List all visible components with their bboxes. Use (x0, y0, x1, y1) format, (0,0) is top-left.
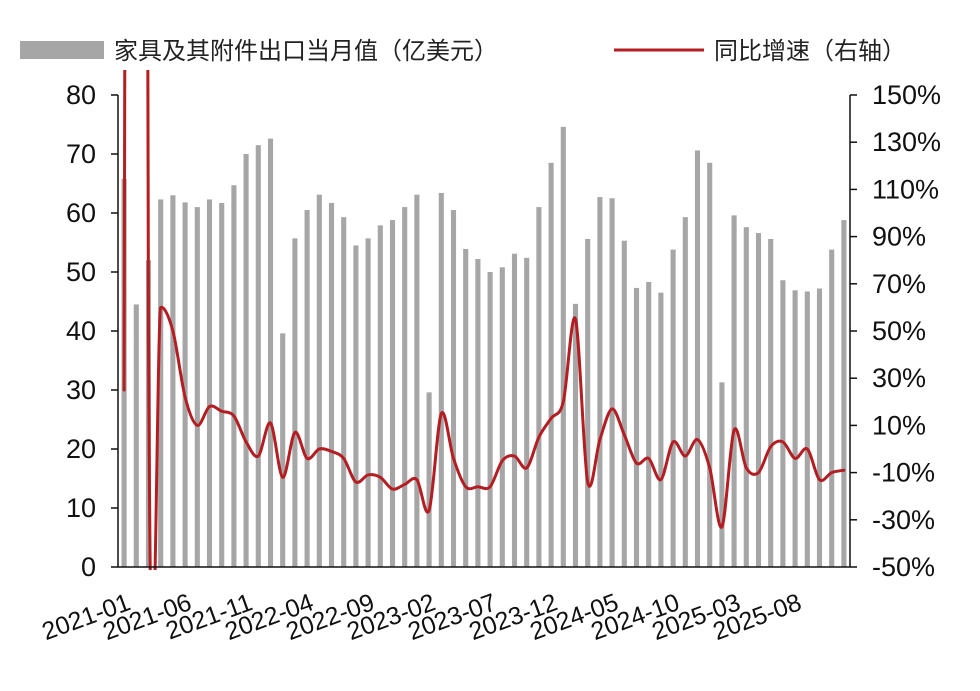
right-tick-label: 90% (872, 222, 926, 252)
bar (743, 227, 749, 567)
bar (158, 199, 164, 567)
bar (633, 287, 640, 567)
bar (536, 207, 542, 567)
bars-layer (121, 126, 847, 568)
left-tick-label: 50 (66, 257, 96, 287)
bar (133, 304, 139, 567)
bar (170, 195, 176, 568)
bar (219, 202, 225, 567)
bar (450, 210, 457, 568)
bar (755, 233, 762, 567)
bar (560, 126, 566, 568)
bar (426, 392, 432, 567)
line-layer (122, 70, 846, 570)
bar (780, 280, 786, 567)
axes-layer (117, 95, 851, 568)
bar (463, 248, 469, 568)
bar (487, 272, 493, 567)
bar (804, 291, 810, 567)
bar (597, 197, 603, 567)
right-tick-label: 130% (872, 127, 941, 157)
bar (524, 257, 530, 567)
right-tick-label: 110% (872, 174, 939, 204)
bar (414, 194, 420, 567)
bar (841, 220, 847, 567)
bar (572, 303, 579, 567)
bar (182, 202, 188, 567)
bar (243, 154, 249, 567)
bar (511, 253, 518, 567)
right-tick-label: 10% (872, 410, 926, 440)
bar (816, 288, 823, 567)
legend-swatch-bar (20, 41, 104, 59)
bar (292, 238, 298, 567)
bar (621, 240, 627, 568)
bar (231, 185, 237, 567)
bar (682, 217, 688, 567)
bar (792, 290, 798, 567)
bar (438, 192, 444, 567)
bar (267, 138, 274, 567)
bar (658, 292, 664, 567)
bar (609, 198, 615, 567)
bar (499, 267, 505, 567)
left-tick-label: 40 (66, 316, 96, 346)
bar (341, 217, 347, 567)
bar (389, 220, 396, 567)
left-tick-label: 60 (66, 198, 96, 228)
left-tick-label: 20 (66, 434, 96, 464)
bar (768, 238, 774, 567)
bar (304, 210, 310, 568)
yoy-growth-line (122, 70, 846, 570)
bar (475, 259, 481, 567)
legend-label-line: 同比增速（右轴） (714, 37, 906, 65)
legend: 家具及其附件出口当月值（亿美元） 同比增速（右轴） (20, 37, 906, 65)
bar (280, 333, 286, 567)
bar (694, 150, 701, 567)
bar (365, 238, 371, 567)
bar (353, 245, 359, 567)
right-tick-label: -30% (872, 505, 935, 535)
bar (707, 162, 713, 567)
bar (548, 162, 554, 567)
bar (377, 225, 383, 567)
bar (731, 215, 737, 568)
bar (328, 202, 335, 567)
bar (402, 207, 408, 567)
bar (206, 199, 213, 567)
left-tick-label: 70 (66, 139, 96, 169)
bar (829, 249, 835, 567)
left-tick-label: 10 (66, 493, 96, 523)
right-tick-label: 30% (872, 363, 926, 393)
bar (585, 238, 591, 567)
right-tick-label: 70% (872, 269, 926, 299)
bar (719, 382, 725, 567)
legend-label-bar: 家具及其附件出口当月值（亿美元） (114, 37, 498, 65)
bar (670, 249, 676, 567)
bar (255, 145, 261, 567)
right-tick-label: 50% (872, 316, 926, 346)
bar (646, 282, 652, 567)
left-tick-label: 30 (66, 375, 96, 405)
right-tick-label: -10% (872, 458, 935, 488)
right-tick-label: -50% (872, 552, 935, 582)
bar (316, 194, 322, 567)
left-tick-label: 0 (81, 552, 96, 582)
left-tick-label: 80 (66, 80, 96, 110)
right-tick-label: 150% (872, 80, 941, 110)
bar (194, 207, 200, 567)
